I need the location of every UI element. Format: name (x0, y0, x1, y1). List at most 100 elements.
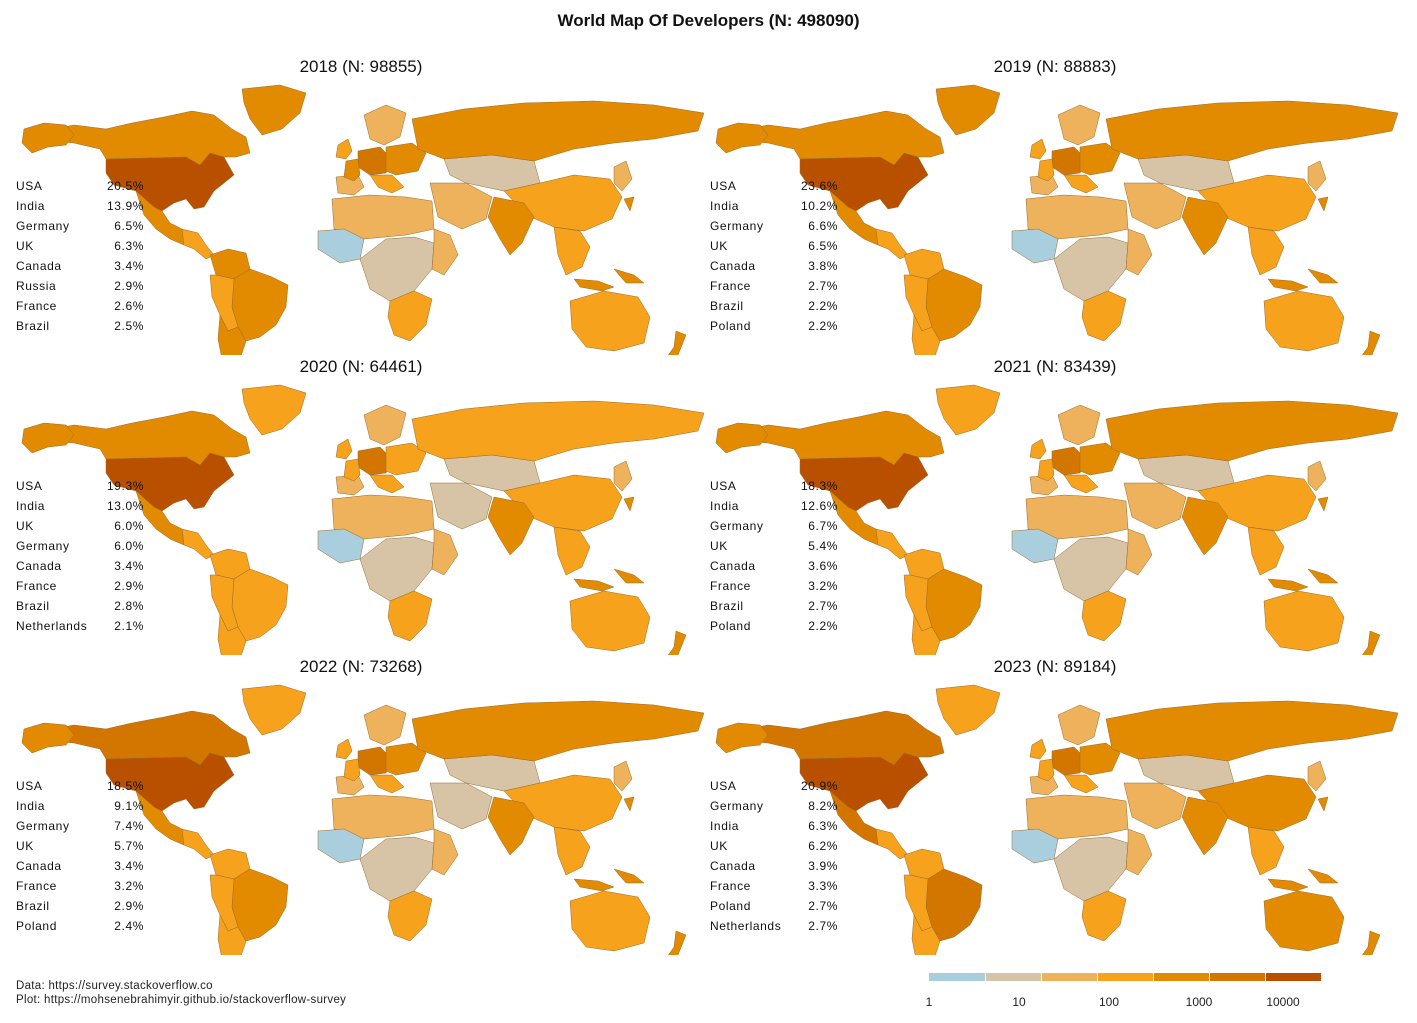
legend-color-segment (985, 973, 1041, 981)
country-region-east-africa (431, 228, 459, 276)
country-region-argentina-chile (911, 614, 941, 655)
country-region-japan-korea (1307, 760, 1327, 792)
ranking-row: USA 18.5% (16, 777, 156, 797)
country-region-central-america (181, 528, 215, 560)
country-region-southern-africa (387, 590, 433, 642)
ranking-country: Poland (710, 319, 751, 333)
ranking-country: Brazil (710, 299, 744, 313)
island-region (623, 796, 635, 812)
ranking-country: France (710, 579, 751, 593)
country-region-uk-ireland (1029, 438, 1047, 460)
map-panel-2018: 2018 (N: 98855) USA 20.5% India 13.9% German… (14, 57, 708, 357)
ranking-country: France (710, 879, 751, 893)
ranking-percent: 23.6% (800, 179, 838, 193)
country-ranking: USA 19.3% India 13.0% UK 6.0% Germany 6.0% Canad… (16, 477, 156, 637)
legend-tick-label: 10000 (1266, 995, 1300, 1009)
ranking-country: Brazil (710, 599, 744, 613)
data-source-line: Data: https://survey.stackoverflow.co (16, 980, 213, 992)
ranking-country: UK (710, 839, 728, 853)
ranking-percent: 20.5% (106, 179, 144, 193)
ranking-percent: 18.5% (106, 779, 144, 793)
legend-tick-label: 100 (1098, 995, 1120, 1009)
ranking-country: Netherlands (710, 919, 782, 933)
ranking-row: Germany 7.4% (16, 817, 156, 837)
country-ranking: USA 20.5% India 13.9% Germany 6.5% UK 6.3% Canad… (16, 177, 156, 337)
main-title: World Map Of Developers (N: 498090) (557, 11, 860, 30)
ranking-country: Canada (710, 859, 756, 873)
country-region-france (343, 758, 361, 782)
ranking-country: USA (16, 179, 43, 193)
country-region-india (487, 196, 535, 256)
ranking-percent: 3.4% (114, 259, 144, 273)
ranking-row: USA 23.6% (710, 177, 850, 197)
world-map-svg (21, 684, 705, 955)
ranking-percent: 2.7% (808, 919, 838, 933)
ranking-row: India 6.3% (710, 817, 850, 837)
ranking-percent: 3.3% (808, 879, 838, 893)
country-region-canada (43, 110, 251, 166)
ranking-country: Germany (16, 819, 70, 833)
country-region-japan-korea (1307, 460, 1327, 492)
country-region-middle-east (429, 782, 493, 830)
country-region-scandinavia (363, 704, 407, 746)
country-region-france (343, 158, 361, 182)
ranking-percent: 6.3% (808, 819, 838, 833)
ranking-row: USA 20.5% (16, 177, 156, 197)
ranking-country: Poland (710, 899, 751, 913)
island-region (1267, 578, 1309, 592)
ranking-percent: 2.7% (808, 899, 838, 913)
ranking-row: India 12.6% (710, 497, 850, 517)
legend-tick-label: 10 (1012, 995, 1026, 1009)
country-region-japan-korea (1307, 160, 1327, 192)
ranking-country: USA (16, 779, 43, 793)
country-region-india (1181, 196, 1229, 256)
ranking-row: Poland 2.4% (16, 917, 156, 937)
ranking-country: Poland (710, 619, 751, 633)
panel-title: 2021 (N: 83439) (993, 357, 1117, 376)
legend-color-segment (1265, 973, 1321, 981)
country-region-argentina-chile (911, 914, 941, 955)
ranking-percent: 9.1% (114, 799, 144, 813)
map-panel-2023: 2023 (N: 89184) USA 20.9% Germany 8.2% India… (708, 657, 1402, 957)
ranking-percent: 10.2% (800, 199, 838, 213)
ranking-country: India (16, 499, 46, 513)
ranking-percent: 2.5% (114, 319, 144, 333)
country-region-russia (1105, 700, 1399, 762)
ranking-country: UK (16, 519, 34, 533)
country-region-australia (569, 890, 651, 952)
ranking-percent: 2.1% (114, 619, 144, 633)
ranking-row: Brazil 2.8% (16, 597, 156, 617)
world-map (14, 79, 708, 355)
ranking-row: Canada 3.4% (16, 857, 156, 877)
ranking-row: USA 19.3% (16, 477, 156, 497)
ranking-country: Canada (16, 859, 62, 873)
country-region-central-africa (1053, 236, 1129, 302)
country-region-france (1037, 758, 1055, 782)
map-panel-2021: 2021 (N: 83439) USA 18.3% India 12.6% German… (708, 357, 1402, 657)
plot-source-line: Plot: https://mohsenebrahimyir.github.io… (16, 994, 347, 1006)
ranking-row: France 2.9% (16, 577, 156, 597)
ranking-percent: 2.6% (114, 299, 144, 313)
island-region (667, 630, 687, 655)
color-legend: 1 10 100 1000 10000 (926, 972, 1323, 1012)
ranking-country: USA (710, 179, 737, 193)
ranking-row: UK 6.0% (16, 517, 156, 537)
ranking-country: UK (710, 239, 728, 253)
country-region-scandinavia (1057, 704, 1101, 746)
ranking-percent: 8.2% (808, 799, 838, 813)
ranking-row: Netherlands 2.1% (16, 617, 156, 637)
island-region (613, 268, 645, 284)
country-region-middle-east (429, 182, 493, 230)
panel-title: 2022 (N: 73268) (299, 657, 423, 676)
country-region-middle-east (1123, 482, 1187, 530)
island-region (613, 568, 645, 584)
country-region-southern-africa (387, 290, 433, 342)
country-region-southeast-asia (553, 826, 591, 876)
world-map (14, 679, 708, 955)
legend-color-segment (1041, 973, 1097, 981)
ranking-percent: 6.5% (114, 219, 144, 233)
ranking-row: Canada 3.4% (16, 557, 156, 577)
country-region-greenland (935, 384, 1001, 436)
ranking-percent: 2.4% (114, 919, 144, 933)
ranking-country: Germany (710, 219, 764, 233)
